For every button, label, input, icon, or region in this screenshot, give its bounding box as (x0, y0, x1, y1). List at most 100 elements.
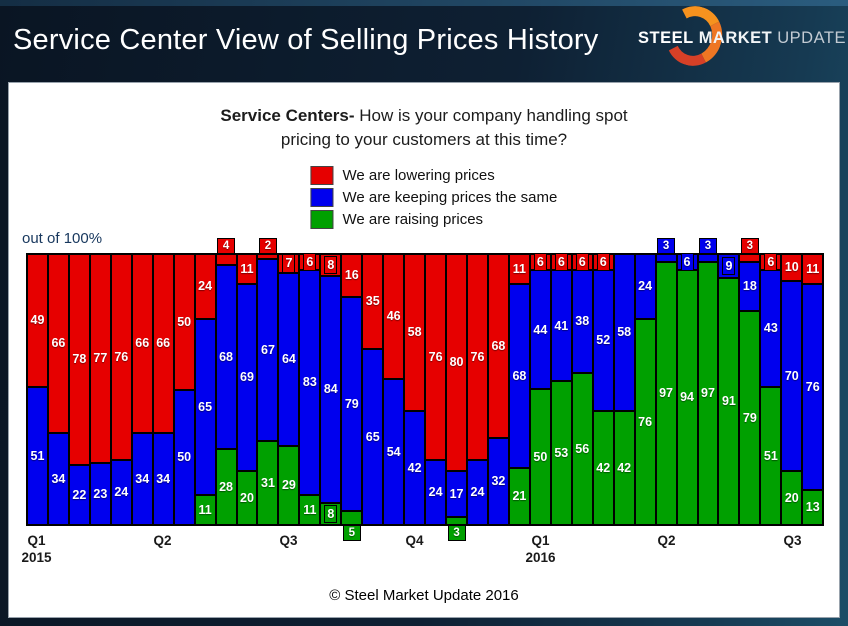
bar-value-label-same: 65 (198, 399, 213, 414)
bar-value-label-lowering: 76 (428, 349, 443, 364)
bar-segment-same: 9 (718, 254, 740, 279)
chart-panel: Service Centers- How is your company han… (8, 82, 840, 618)
bar-value-label-lowering: 49 (30, 313, 45, 328)
bar-value-label-lowering: 10 (784, 260, 799, 275)
legend-row-lowering: We are lowering prices (310, 166, 557, 185)
bar-value-label-lowering: 8 (324, 255, 338, 275)
bar-segment-same: 64 (278, 272, 300, 447)
bar: 6 52 42 (592, 252, 614, 525)
bar-segment-lowering: 78 (68, 254, 90, 466)
axis-unit-note: out of 100% (22, 230, 103, 247)
bar-value-label-same: 68 (219, 349, 233, 364)
bar: 9 91 (718, 254, 740, 525)
bar-value-label-lowering: 78 (72, 352, 87, 367)
bar-segment-same: 69 (236, 283, 258, 471)
bar-segment-lowering: 76 (425, 254, 447, 460)
bar-segment-lowering: 11 (236, 254, 258, 284)
bar-segment-raising: 29 (278, 446, 300, 525)
bar-value-label-raising: 11 (198, 502, 212, 517)
bar-value-label-raising: 31 (261, 475, 275, 490)
bar-segment-lowering: 66 (152, 254, 174, 433)
bar-segment-raising: 42 (592, 411, 614, 525)
x-axis: Q1 2015 Q2 Q3 Q4 Q1 2016 Q2 Q3 (21, 532, 824, 576)
bar-value-label-same: 17 (449, 486, 464, 501)
bar: 35 65 (362, 254, 384, 525)
bar-segment-raising: 31 (257, 440, 279, 525)
bar-segment-same: 34 (47, 432, 69, 525)
bar: 11 76 13 (802, 254, 824, 525)
bar-segment-raising: 97 (655, 262, 677, 525)
bar-segment-raising: 56 (571, 373, 593, 525)
bar: 8 84 8 (320, 254, 342, 525)
bar-value-label-same: 83 (302, 375, 317, 390)
legend-label-lowering: We are lowering prices (342, 167, 495, 184)
bar-value-label-same: 32 (491, 474, 506, 489)
bar-segment-lowering: 7 (278, 254, 300, 273)
bar-value-label-raising: 91 (721, 394, 736, 409)
bar-value-label-lowering: 6 (533, 252, 547, 272)
bar-value-label-same: 6 (680, 252, 694, 272)
chart-legend: We are lowering prices We are keeping pri… (310, 166, 557, 232)
bar-segment-lowering: 66 (131, 254, 153, 433)
bar-value-label-same: 34 (51, 471, 66, 486)
x-tick-q2: Q2 (153, 532, 171, 549)
chart-title-line1: Service Centers- How is your company han… (9, 104, 839, 128)
bar-segment-same: 24 (467, 459, 488, 525)
bar-segment-same: 32 (487, 438, 509, 525)
bar: 46 54 (383, 254, 405, 525)
bar-segment-lowering: 76 (467, 254, 488, 460)
bar: 6 83 11 (299, 252, 321, 525)
bar: 6 43 51 (760, 252, 782, 525)
overflow-value-label-raising: 5 (342, 525, 361, 541)
bar-value-label-raising: 29 (281, 478, 296, 493)
bar-segment-raising: 20 (781, 470, 803, 525)
bar-value-label-same: 24 (638, 279, 653, 294)
x-tick-quarter-label: Q2 (153, 533, 172, 548)
bar-value-label-lowering: 11 (240, 261, 254, 276)
bar-value-label-same: 51 (30, 448, 45, 463)
bar-segment-same: 84 (320, 275, 342, 504)
x-tick-q4: Q4 (405, 532, 423, 549)
bar-value-label-same: 65 (365, 429, 380, 444)
bar: 3 97 (655, 238, 677, 525)
x-tick-year-label: 2015 (21, 550, 52, 565)
bar-value-label-lowering: 6 (575, 252, 589, 272)
bar-value-label-same: 70 (784, 368, 799, 383)
x-tick-quarter-label: Q2 (657, 533, 676, 548)
bar: 24 76 (634, 254, 656, 525)
legend-swatch-lowering-icon (310, 166, 334, 185)
bar-value-label-lowering: 68 (491, 338, 506, 353)
overflow-value-label-raising: 3 (447, 525, 466, 541)
legend-row-raising: We are raising prices (310, 210, 557, 229)
x-tick-year-label: 2016 (525, 550, 556, 565)
legend-swatch-same-icon (310, 188, 334, 207)
bar: 3 18 79 (739, 238, 761, 525)
x-tick-q3: Q3 (279, 532, 297, 549)
bar-segment-same: 65 (362, 348, 384, 525)
bar-value-label-same: 43 (763, 321, 778, 336)
bar-segment-lowering: 77 (89, 254, 111, 463)
bar-segment-lowering: 8 (320, 254, 342, 276)
bar-value-label-lowering: 77 (93, 351, 108, 366)
copyright-text: © Steel Market Update 2016 (329, 587, 519, 604)
page-title: Service Center View of Selling Prices Hi… (13, 24, 599, 56)
bar-value-label-same: 67 (261, 342, 275, 357)
x-tick-quarter-label: Q3 (783, 533, 802, 548)
bar-value-label-same: 76 (805, 379, 820, 394)
bar-segment-same: 68 (508, 283, 530, 469)
bar-segment-same: 79 (341, 297, 363, 512)
bar-segment-same: 22 (68, 465, 90, 525)
bar-segment-raising (341, 511, 363, 525)
bar-value-label-same: 69 (240, 370, 254, 385)
bar-segment-raising: 20 (236, 470, 258, 525)
bar-segment-raising: 13 (802, 489, 824, 525)
bar-value-label-lowering: 80 (449, 355, 464, 370)
bar-value-label-raising: 11 (303, 502, 317, 517)
bar-segment-same: 51 (27, 386, 48, 525)
bar-segment-raising: 21 (508, 468, 530, 525)
bar-value-label-raising: 20 (784, 490, 799, 505)
bar-value-label-raising: 8 (324, 504, 338, 524)
bar-segment-lowering: 35 (362, 254, 384, 349)
bar-segment-same: 24 (110, 459, 132, 525)
bar: 80 17 3 (446, 254, 468, 541)
